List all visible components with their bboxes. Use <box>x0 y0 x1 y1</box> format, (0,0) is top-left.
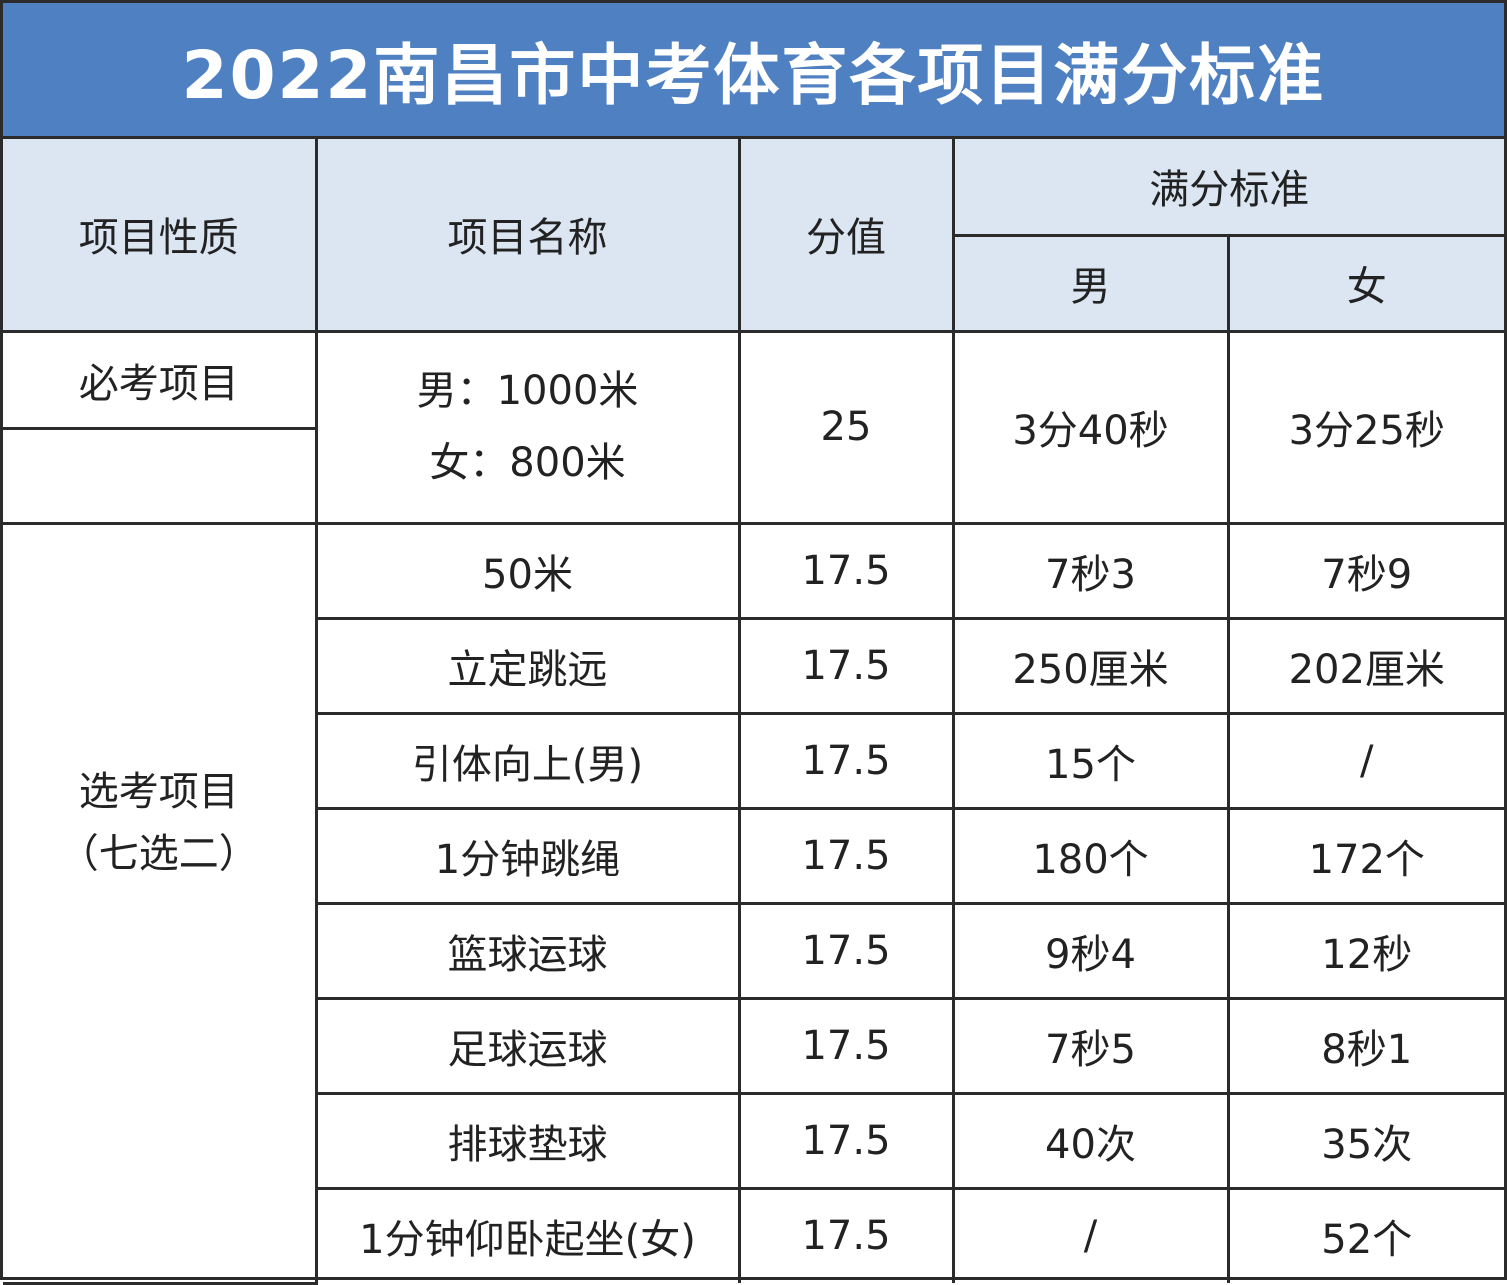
item-name-cell: 1分钟仰卧起坐(女) <box>316 1186 741 1283</box>
item-name-cell: 男：1000米 女：800米 <box>314 329 741 525</box>
item-name-cell: 足球运球 <box>316 996 741 1095</box>
category-elective-note: （七选二） <box>58 831 259 877</box>
male-standard-cell: 250厘米 <box>951 616 1230 715</box>
score-cell: 17.5 <box>737 521 955 620</box>
female-standard-cell: / <box>1226 711 1504 810</box>
female-standard-cell: 52个 <box>1226 1186 1504 1283</box>
category-required: 必考项目 <box>3 333 315 430</box>
male-standard-cell: 15个 <box>951 711 1230 810</box>
male-standard-cell: 7秒5 <box>951 996 1230 1095</box>
table-row: 必考项目 男：1000米 女：800米 25 3分40秒 3分25秒 <box>3 329 1504 525</box>
male-standard-cell: 3分40秒 <box>951 329 1230 525</box>
table-row: 足球运球 17.5 7秒5 8秒1 <box>3 996 1504 1095</box>
item-name-cell: 50米 <box>314 521 741 620</box>
header-nature: 项目性质 <box>3 139 318 333</box>
page-title: 2022南昌市中考体育各项目满分标准 <box>3 3 1504 139</box>
table-row: 选考项目 （七选二） 50米 17.5 7秒3 7秒9 <box>3 521 1504 1285</box>
female-standard-cell: 35次 <box>1226 1091 1504 1190</box>
table-row: 立定跳远 17.5 250厘米 202厘米 <box>3 616 1504 715</box>
table-row: 篮球运球 17.5 9秒4 12秒 <box>3 901 1504 1000</box>
score-cell: 17.5 <box>737 1091 955 1190</box>
header-standard: 满分标准 <box>951 139 1504 237</box>
standards-table: 项目性质 项目名称 分值 满分标准 男 女 必考项目 男：1000米 女：800… <box>3 139 1504 1285</box>
score-cell: 17.5 <box>737 806 955 905</box>
score-cell: 17.5 <box>737 1186 955 1283</box>
item-name-cell: 引体向上(男) <box>316 711 741 810</box>
female-standard-cell: 202厘米 <box>1226 616 1504 715</box>
header-subrow: 男 女 <box>3 233 1504 333</box>
table-row: 1分钟跳绳 17.5 180个 172个 <box>3 806 1504 905</box>
table-row: 1分钟仰卧起坐(女) 17.5 / 52个 <box>3 1186 1504 1283</box>
male-standard-cell: / <box>951 1186 1230 1283</box>
header-name: 项目名称 <box>314 139 741 333</box>
category-cell: 必考项目 <box>3 329 318 525</box>
female-standard-cell: 172个 <box>1226 806 1504 905</box>
category-elective-cell: 选考项目 （七选二） <box>3 523 318 1285</box>
male-standard-cell: 9秒4 <box>951 901 1230 1000</box>
male-standard-cell: 180个 <box>951 806 1230 905</box>
score-cell: 17.5 <box>737 616 955 715</box>
header-score: 分值 <box>737 139 955 333</box>
header-row: 项目性质 项目名称 分值 满分标准 <box>3 139 1504 333</box>
category-elective: 选考项目 <box>78 769 239 815</box>
score-cell: 17.5 <box>737 711 955 810</box>
item-name-cell: 篮球运球 <box>316 901 741 1000</box>
male-standard-cell: 7秒3 <box>951 521 1230 620</box>
header-female: 女 <box>1226 233 1504 333</box>
female-standard-cell: 12秒 <box>1226 901 1504 1000</box>
table-row: 引体向上(男) 17.5 15个 / <box>3 711 1504 810</box>
header-male: 男 <box>953 233 1230 333</box>
female-standard-cell: 7秒9 <box>1226 521 1504 620</box>
score-cell: 17.5 <box>737 901 955 1000</box>
female-standard-cell: 3分25秒 <box>1226 329 1504 525</box>
item-name-cell: 立定跳远 <box>316 616 741 715</box>
female-standard-cell: 8秒1 <box>1226 996 1504 1095</box>
item-name-male: 男：1000米 <box>416 368 639 414</box>
male-standard-cell: 40次 <box>951 1091 1230 1190</box>
score-cell: 17.5 <box>737 996 955 1095</box>
table-row: 排球垫球 17.5 40次 35次 <box>3 1091 1504 1190</box>
score-cell: 25 <box>737 329 955 525</box>
item-name-cell: 排球垫球 <box>316 1091 741 1190</box>
item-name-cell: 1分钟跳绳 <box>316 806 741 905</box>
item-name-female: 女：800米 <box>429 440 626 486</box>
